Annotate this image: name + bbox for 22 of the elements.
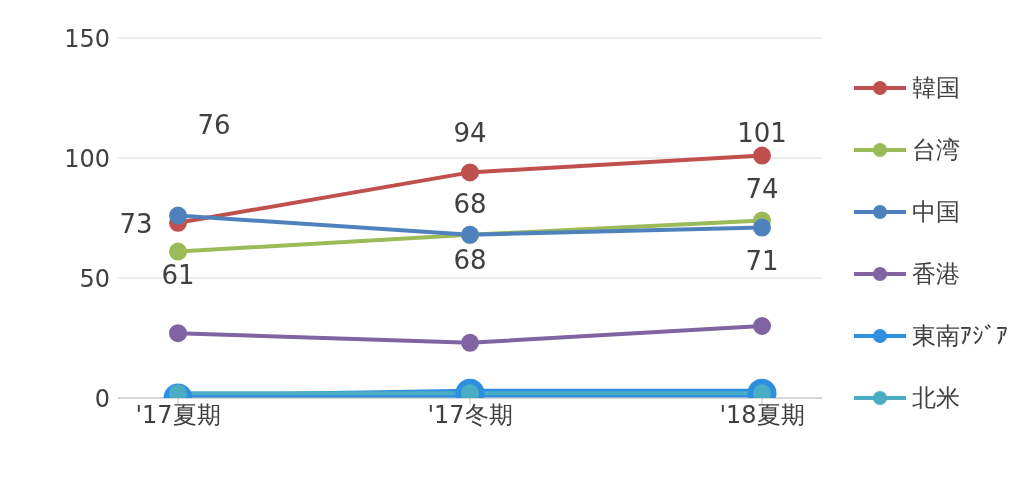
x-tick-label: '17夏期 [135,401,221,430]
data-label: 101 [737,117,787,148]
legend-label: 台湾 [912,135,960,166]
data-label: 94 [453,118,487,149]
data-label: 73 [119,208,153,239]
legend-label: 韓国 [912,73,960,104]
y-tick-label: 0 [94,384,110,413]
legend-label: 北米 [912,383,960,414]
data-label: 74 [745,174,779,205]
data-label: 68 [453,188,487,219]
data-label: 76 [197,109,231,140]
legend-label: 香港 [912,259,960,290]
data-label: 68 [453,244,487,275]
x-tick-label: '18夏期 [719,401,805,430]
data-label: 61 [161,259,195,290]
data-label: 71 [745,245,779,276]
legend-label: 東南ｱｼﾞｱ [912,321,1008,352]
y-tick-label: 50 [79,264,110,293]
legend-label: 中国 [912,197,960,228]
y-tick-label: 100 [64,144,110,173]
y-tick-label: 150 [64,24,110,53]
x-tick-label: '17冬期 [427,401,513,430]
